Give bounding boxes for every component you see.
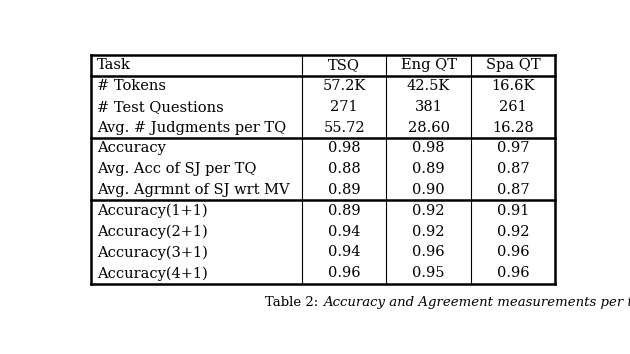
Text: Avg. # Judgments per TQ: Avg. # Judgments per TQ — [97, 121, 287, 135]
Text: 16.6K: 16.6K — [491, 79, 535, 93]
Text: # Test Questions: # Test Questions — [97, 100, 224, 114]
Text: 0.95: 0.95 — [413, 266, 445, 280]
Text: 0.89: 0.89 — [328, 204, 360, 218]
Text: Accuracy(1+1): Accuracy(1+1) — [97, 204, 208, 218]
Text: 0.87: 0.87 — [496, 162, 529, 176]
Text: 28.60: 28.60 — [408, 121, 450, 135]
Text: 0.88: 0.88 — [328, 162, 360, 176]
Text: Avg. Agrmnt of SJ wrt MV: Avg. Agrmnt of SJ wrt MV — [97, 183, 290, 197]
Text: 0.97: 0.97 — [496, 141, 529, 155]
Text: Accuracy and Agreement measurements per task.: Accuracy and Agreement measurements per … — [323, 296, 630, 309]
Text: 381: 381 — [415, 100, 442, 114]
Text: 0.94: 0.94 — [328, 245, 360, 259]
Text: 0.89: 0.89 — [412, 162, 445, 176]
Text: 0.90: 0.90 — [412, 183, 445, 197]
Text: 261: 261 — [499, 100, 527, 114]
Text: Eng QT: Eng QT — [401, 58, 457, 72]
Text: 0.92: 0.92 — [496, 225, 529, 239]
Text: 0.89: 0.89 — [328, 183, 360, 197]
Text: 0.91: 0.91 — [496, 204, 529, 218]
Text: 0.96: 0.96 — [496, 245, 529, 259]
Text: 0.96: 0.96 — [328, 266, 360, 280]
Text: 0.94: 0.94 — [328, 225, 360, 239]
Text: 0.87: 0.87 — [496, 183, 529, 197]
Text: 0.98: 0.98 — [412, 141, 445, 155]
Text: Table 2:: Table 2: — [265, 296, 323, 309]
Text: TSQ: TSQ — [328, 58, 360, 72]
Text: Accuracy(3+1): Accuracy(3+1) — [97, 245, 208, 260]
Text: Avg. Acc of SJ per TQ: Avg. Acc of SJ per TQ — [97, 162, 257, 176]
Text: 0.96: 0.96 — [412, 245, 445, 259]
Text: Accuracy: Accuracy — [97, 141, 166, 155]
Text: Spa QT: Spa QT — [486, 58, 540, 72]
Text: 57.2K: 57.2K — [323, 79, 366, 93]
Text: Accuracy(4+1): Accuracy(4+1) — [97, 266, 208, 280]
Text: # Tokens: # Tokens — [97, 79, 166, 93]
Text: 0.96: 0.96 — [496, 266, 529, 280]
Text: Accuracy(2+1): Accuracy(2+1) — [97, 224, 208, 239]
Text: 42.5K: 42.5K — [407, 79, 450, 93]
Text: 0.92: 0.92 — [413, 204, 445, 218]
Text: 55.72: 55.72 — [323, 121, 365, 135]
Text: 0.92: 0.92 — [413, 225, 445, 239]
Text: Task: Task — [97, 58, 131, 72]
Text: 271: 271 — [330, 100, 358, 114]
Text: 0.98: 0.98 — [328, 141, 360, 155]
Text: 16.28: 16.28 — [492, 121, 534, 135]
